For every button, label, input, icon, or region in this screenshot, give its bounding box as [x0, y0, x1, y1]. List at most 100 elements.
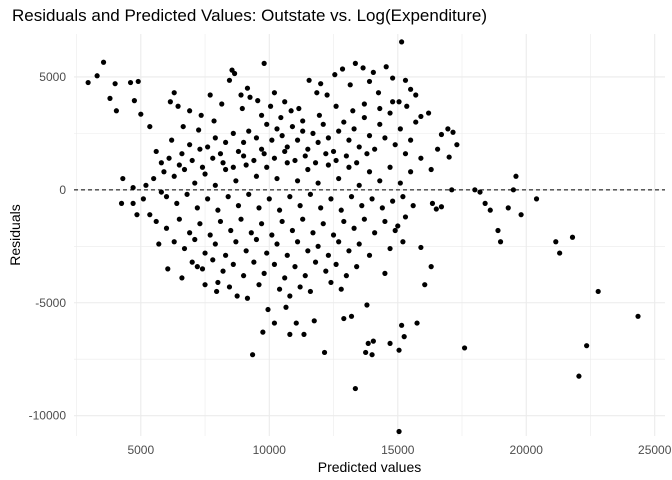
data-point	[205, 196, 211, 202]
data-point	[212, 182, 218, 188]
data-point	[366, 78, 373, 85]
data-point	[433, 206, 439, 212]
data-point	[163, 225, 170, 231]
data-point	[333, 103, 339, 109]
data-point	[336, 128, 342, 134]
data-point	[333, 157, 339, 164]
data-point	[230, 261, 236, 267]
data-point	[396, 99, 402, 105]
data-point	[418, 244, 424, 251]
data-point	[445, 126, 451, 132]
data-point	[300, 118, 306, 124]
data-point	[346, 164, 352, 170]
data-point	[397, 126, 403, 132]
data-point	[387, 164, 393, 170]
data-point	[392, 227, 398, 234]
data-point	[258, 146, 265, 152]
data-point	[338, 286, 344, 292]
data-point	[377, 121, 383, 127]
data-point	[249, 352, 256, 358]
data-point	[361, 216, 367, 222]
data-point	[230, 164, 236, 170]
data-point	[264, 164, 270, 170]
data-point	[251, 157, 257, 164]
data-point	[321, 349, 328, 356]
data-point	[261, 151, 267, 157]
data-point	[255, 98, 261, 104]
data-point	[382, 270, 388, 276]
data-point	[274, 175, 280, 182]
data-point	[413, 119, 419, 125]
data-point	[287, 194, 293, 200]
data-point	[140, 196, 146, 202]
data-point	[235, 203, 242, 209]
data-point	[219, 101, 225, 107]
data-point	[167, 99, 173, 105]
data-point	[370, 338, 376, 344]
data-point	[120, 175, 126, 182]
data-point	[196, 127, 202, 133]
data-point	[510, 187, 516, 193]
data-point	[323, 268, 329, 274]
data-point	[392, 142, 398, 148]
data-point	[346, 248, 352, 254]
data-point	[336, 239, 342, 245]
data-point	[192, 236, 198, 243]
data-point	[231, 70, 238, 77]
data-point	[233, 239, 239, 245]
data-point	[253, 236, 260, 243]
data-point	[487, 207, 493, 213]
data-point	[192, 180, 198, 186]
data-point	[356, 182, 362, 188]
data-point	[438, 204, 445, 210]
data-point	[202, 282, 208, 288]
data-point	[215, 207, 221, 213]
data-point	[294, 137, 301, 143]
data-point	[307, 191, 313, 197]
data-point	[413, 92, 419, 98]
data-point	[171, 239, 177, 245]
data-point	[226, 284, 233, 290]
data-point	[369, 352, 375, 358]
data-point	[341, 315, 347, 322]
data-point	[135, 78, 141, 85]
data-point	[289, 123, 296, 130]
data-point	[180, 123, 186, 130]
data-point	[533, 196, 540, 202]
grid-lines	[74, 34, 665, 436]
data-point	[422, 282, 428, 288]
data-point	[234, 293, 240, 299]
data-point	[402, 151, 409, 157]
data-point	[130, 184, 136, 191]
data-point	[325, 162, 331, 168]
data-point	[199, 266, 206, 272]
y-tick-label: -10000	[29, 409, 67, 423]
data-point	[127, 79, 134, 86]
data-point	[390, 198, 396, 204]
data-point	[165, 266, 171, 272]
data-point	[408, 169, 414, 175]
data-point	[240, 139, 247, 146]
data-point	[569, 234, 576, 240]
data-point	[305, 166, 311, 173]
data-point	[347, 82, 353, 88]
y-tick-label: 0	[59, 183, 66, 197]
data-point	[305, 248, 311, 254]
data-point	[307, 288, 313, 295]
data-point	[352, 385, 358, 392]
data-point	[171, 173, 177, 179]
data-point	[94, 73, 100, 79]
data-point	[315, 243, 321, 249]
data-point	[284, 252, 290, 258]
data-point	[339, 66, 346, 72]
data-point	[343, 153, 349, 159]
data-point	[284, 160, 290, 166]
data-point	[482, 200, 488, 206]
data-point	[356, 241, 362, 247]
data-point	[240, 273, 247, 279]
x-axis-ticks: 5000 10000 15000 20000 25000	[127, 443, 671, 457]
data-point	[223, 139, 229, 146]
data-point	[158, 160, 164, 166]
data-point	[323, 151, 329, 157]
data-point	[315, 139, 321, 146]
